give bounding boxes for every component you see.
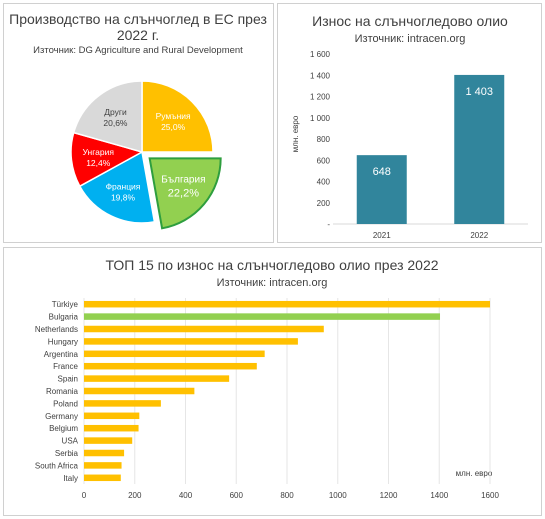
hbar-category-label: USA [62, 437, 79, 446]
hbar-Netherlands [84, 325, 324, 333]
top15-chart-panel: ТОП 15 по износ на слънчогледово олио пр… [3, 247, 542, 516]
top15-bar-chart: ТОП 15 по износ на слънчогледово олио пр… [35, 257, 500, 500]
hbar-category-label: Bulgaria [49, 313, 79, 322]
export-bar-chart: Износ на слънчогледово олио Източник: in… [291, 13, 528, 240]
bar-x-tick-label: 2021 [373, 231, 391, 240]
pie-slice-value-2: 19,8% [111, 193, 136, 203]
hbar-category-label: France [53, 362, 78, 371]
bar-y-tick-label: 1 400 [310, 71, 331, 80]
hbar-Hungary [84, 338, 298, 345]
pie-slice-label-2: Франция [106, 182, 141, 192]
hbar-x-tick-label: 400 [179, 491, 193, 500]
pie-slice-0 [141, 80, 214, 153]
hbar-x-tick-label: 200 [128, 491, 142, 500]
hbar-x-tick-label: 1600 [481, 491, 499, 500]
hbar-Argentina [84, 350, 265, 358]
bar-y-tick-label: 400 [317, 178, 331, 187]
hbar-Belgium [84, 424, 139, 432]
hbar-category-label: South Africa [35, 461, 79, 470]
pie-chart: Производство на слънчоглед в ЕС през 202… [9, 11, 267, 230]
pie-title-line2: 2022 г. [117, 27, 159, 43]
hbar-Poland [84, 400, 161, 407]
hbar-category-label: Italy [63, 474, 78, 483]
pie-chart-panel: Производство на слънчоглед в ЕС през 202… [3, 3, 274, 243]
bar-y-tick-label: - [327, 220, 330, 229]
hbar-Serbia [84, 449, 125, 457]
hbar-x-tick-label: 600 [230, 491, 244, 500]
hbar-category-label: Germany [45, 412, 78, 421]
bar-x-tick-label: 2022 [470, 231, 488, 240]
pie-slice-2 [78, 150, 156, 224]
hbar-x-tick-label: 1200 [380, 491, 398, 500]
export-bar-chart-panel: Износ на слънчогледово олио Източник: in… [277, 3, 542, 243]
hbar-category-label: Poland [53, 399, 78, 408]
pie-slice-1 [148, 157, 222, 230]
bar-value-label: 648 [373, 166, 391, 178]
hbar-category-label: Türkiye [52, 300, 79, 309]
hbar-category-label: Netherlands [35, 325, 78, 334]
bar-chart-subtitle: Източник: intracen.org [355, 33, 466, 45]
pie-slice-label-1: България [161, 175, 205, 186]
hbar-Romania [84, 387, 195, 395]
hbar-x-tick-label: 800 [280, 491, 294, 500]
hbar-category-label: Spain [58, 375, 78, 384]
pie-slice-label-0: Румъния [156, 111, 191, 121]
pie-slice-value-0: 25,0% [161, 122, 186, 132]
bar-y-tick-label: 1 000 [310, 114, 331, 123]
top15-unit-label: млн. евро [456, 469, 493, 478]
bar-y-tick-label: 1 600 [310, 50, 331, 59]
bar-y-tick-label: 200 [317, 199, 331, 208]
hbar-Türkiye [84, 300, 490, 308]
pie-slice-4 [72, 80, 143, 153]
pie-slice-value-1: 22,2% [168, 188, 199, 200]
hbar-category-label: Argentina [44, 350, 79, 359]
hbar-Germany [84, 412, 140, 420]
pie-subtitle: Източник: DG Agriculture and Rural Devel… [33, 45, 243, 56]
bar-chart-title: Износ на слънчогледово олио [312, 13, 508, 29]
hbar-category-label: Serbia [55, 449, 79, 458]
top15-subtitle: Източник: intracen.org [217, 277, 328, 289]
bar-2022 [454, 74, 505, 225]
hbar-Bulgaria [84, 313, 441, 320]
bar-2021 [356, 155, 407, 224]
bar-value-label: 1 403 [465, 86, 493, 98]
hbar-x-tick-label: 1000 [329, 491, 347, 500]
pie-slice-value-3: 12,4% [86, 158, 111, 168]
bar-y-tick-label: 800 [317, 135, 331, 144]
pie-slice-value-4: 20,6% [103, 118, 128, 128]
top15-title: ТОП 15 по износ на слънчогледово олио пр… [105, 257, 438, 273]
pie-slice-label-4: Други [104, 107, 127, 117]
hbar-category-label: Romania [46, 387, 79, 396]
hbar-South Africa [84, 462, 122, 469]
hbar-x-tick-label: 0 [82, 491, 87, 500]
bar-y-tick-label: 1 200 [310, 93, 331, 102]
hbar-France [84, 362, 257, 370]
hbar-USA [84, 437, 133, 444]
pie-slice-label-3: Унгария [83, 147, 115, 157]
hbar-category-label: Hungary [48, 337, 78, 346]
bar-y-axis-label: млн. евро [291, 115, 300, 152]
bar-y-tick-label: 600 [317, 156, 331, 165]
hbar-Italy [84, 474, 121, 482]
pie-title: Производство на слънчоглед в ЕС през [9, 11, 267, 27]
hbar-x-tick-label: 1400 [430, 491, 448, 500]
hbar-category-label: Belgium [49, 424, 78, 433]
hbar-Spain [84, 375, 230, 382]
